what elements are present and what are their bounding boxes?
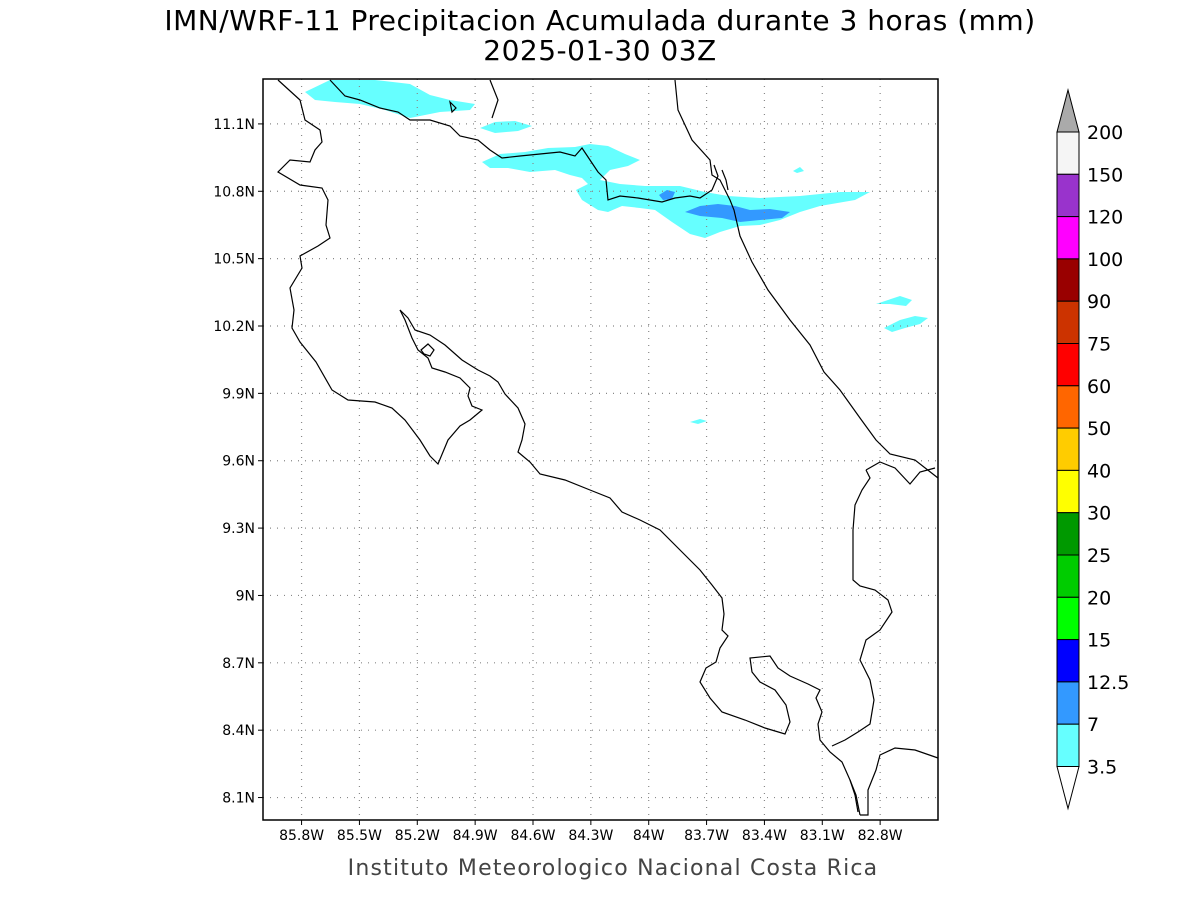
- legend-swatch: [1056, 173, 1080, 218]
- y-tick-label: 11.1N: [213, 117, 255, 133]
- y-tick-label: 9.6N: [222, 454, 255, 470]
- legend-swatch: [1056, 512, 1080, 556]
- legend-swatch: [1056, 681, 1080, 725]
- legend-swatch: [1056, 639, 1080, 683]
- legend-swatch: [1056, 554, 1080, 598]
- y-tick-label: 9.3N: [222, 521, 255, 537]
- legend-label: 100: [1087, 249, 1123, 271]
- x-tick-label: 84W: [633, 828, 665, 844]
- legend-under-triangle: [1056, 766, 1080, 811]
- precip-light-areas: [305, 80, 928, 424]
- legend-swatch: [1056, 596, 1080, 641]
- legend-label: 30: [1087, 503, 1111, 525]
- legend-label: 12.5: [1087, 672, 1129, 694]
- legend-label: 150: [1087, 164, 1123, 186]
- legend-label: 75: [1087, 334, 1111, 356]
- credit-text: Instituto Meteorologico Nacional Costa R…: [347, 856, 879, 881]
- legend-label: 120: [1087, 207, 1123, 229]
- legend-swatch: [1056, 258, 1080, 302]
- coastline: [277, 79, 939, 816]
- map-frame: [262, 78, 939, 821]
- y-tick-label: 9N: [236, 588, 255, 604]
- x-tick-label: 85.8W: [279, 828, 324, 844]
- y-tick-label: 10.8N: [213, 184, 255, 200]
- map-title: IMN/WRF-11 Precipitacion Acumulada duran…: [164, 4, 1036, 37]
- legend-label: 200: [1087, 122, 1123, 144]
- x-tick-label: 83.1W: [800, 828, 845, 844]
- legend-swatch: [1056, 300, 1080, 345]
- precip-moderate-areas: [659, 190, 790, 222]
- legend-over-triangle: [1056, 88, 1080, 133]
- legend-label: 20: [1087, 587, 1111, 609]
- legend-swatch: [1056, 427, 1080, 471]
- legend-label: 90: [1087, 291, 1111, 313]
- x-tick-label: 82.8W: [858, 828, 903, 844]
- x-axis-ticks: 85.8W 85.5W 85.2W 84.9W 84.6W 84.3W 84W 83.7W 83…: [279, 820, 903, 844]
- y-tick-label: 10.2N: [213, 319, 255, 335]
- y-tick-label: 8.4N: [222, 723, 255, 739]
- x-tick-label: 85.2W: [395, 828, 440, 844]
- legend-label: 3.5: [1087, 757, 1117, 779]
- y-tick-label: 9.9N: [222, 386, 255, 402]
- x-tick-label: 85.5W: [337, 828, 382, 844]
- legend-label: 25: [1087, 545, 1111, 567]
- legend-swatch: [1056, 723, 1080, 768]
- y-tick-label: 8.1N: [222, 791, 255, 807]
- x-tick-label: 84.3W: [568, 828, 613, 844]
- x-tick-label: 83.7W: [684, 828, 729, 844]
- legend-swatch: [1056, 216, 1080, 260]
- legend-label: 7: [1087, 714, 1099, 736]
- y-tick-label: 8.7N: [222, 656, 255, 672]
- legend-label: 50: [1087, 418, 1111, 440]
- color-legend: 3.5 7 12.5 15 20 25 30 40 50 60 75 90 100 120 150 200: [1056, 88, 1129, 811]
- legend-label: 40: [1087, 460, 1111, 482]
- legend-swatch: [1056, 131, 1080, 175]
- x-tick-label: 84.6W: [510, 828, 555, 844]
- map-grid: [263, 79, 938, 820]
- legend-swatch: [1056, 385, 1080, 429]
- y-axis-ticks: 11.1N 10.8N 10.5N 10.2N 9.9N 9.6N 9.3N 9N 8.7N 8.…: [213, 117, 263, 807]
- legend-label: 60: [1087, 376, 1111, 398]
- legend-swatch: [1056, 469, 1080, 514]
- legend-label: 15: [1087, 630, 1111, 652]
- y-tick-label: 10.5N: [213, 252, 255, 268]
- legend-swatch: [1056, 343, 1080, 387]
- map-subtitle: 2025-01-30 03Z: [483, 34, 717, 67]
- x-tick-label: 83.4W: [742, 828, 787, 844]
- x-tick-label: 84.9W: [453, 828, 498, 844]
